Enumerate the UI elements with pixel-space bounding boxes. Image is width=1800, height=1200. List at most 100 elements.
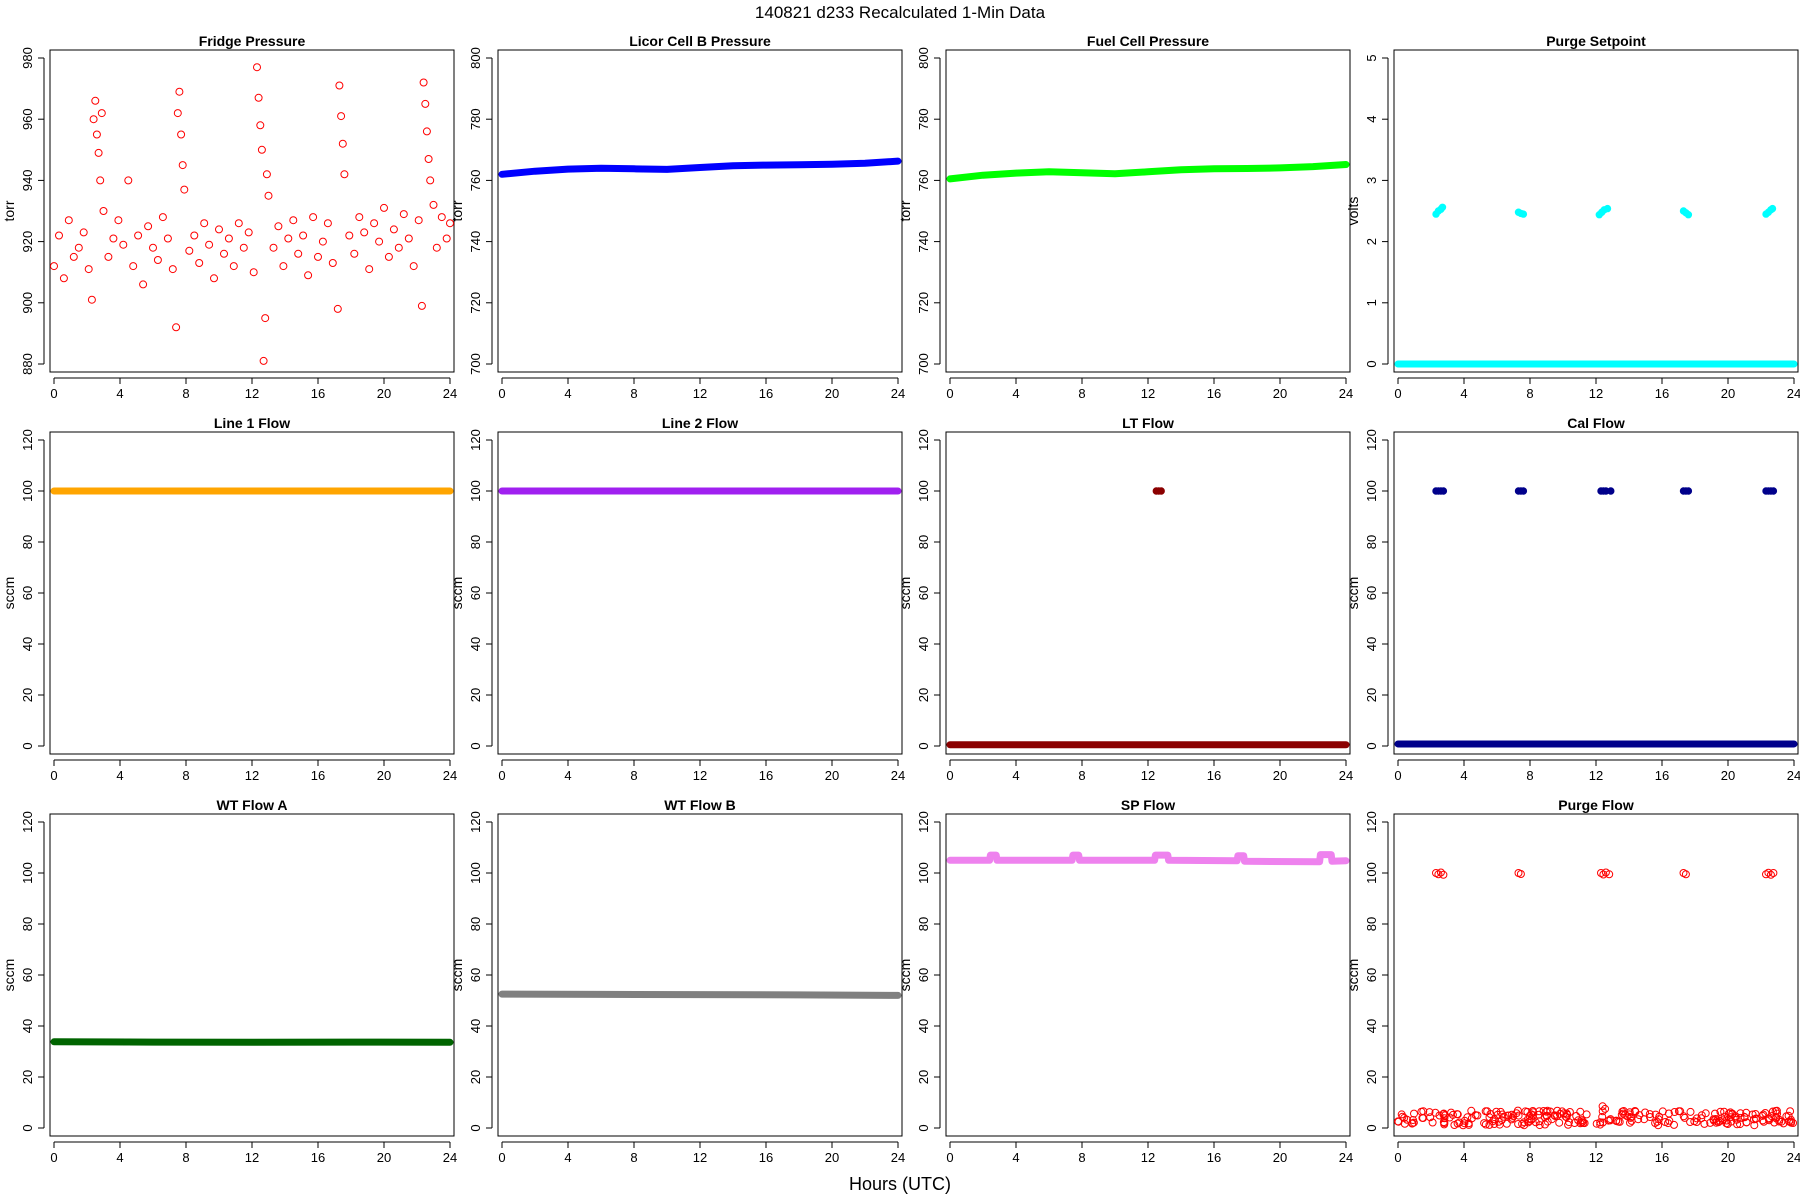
panel-5-x-tick-label: 16 (311, 768, 325, 783)
panel-1-series-1-point (345, 231, 354, 240)
panel-6: Line 2 Flow sccm 0 4 8 12 16 20 24 0 20 40 60 80 100 12… (449, 415, 905, 783)
panel-10-x-tick-label: 8 (630, 1150, 637, 1165)
panel-12-series-1-noise-point (1617, 1110, 1626, 1119)
panel-6-x-tick-label: 4 (564, 768, 571, 783)
panel-12-series-1-point (1436, 868, 1445, 877)
panel-1-series-1-point (124, 176, 133, 185)
panel-12-series-1-noise-point (1565, 1108, 1574, 1116)
panel-8-y-tick-label: 0 (1364, 742, 1379, 749)
panel-12-series-1-noise-point (1592, 1119, 1601, 1128)
panel-10-x-tick-label: 24 (891, 1150, 905, 1165)
panel-2-y-tick-label: 720 (468, 292, 483, 314)
panel-7-x-tick-label: 8 (1078, 768, 1085, 783)
panel-1-series-1-point (370, 219, 379, 228)
panel-9-x-tick-label: 16 (311, 1150, 325, 1165)
panel-12-series-1-noise-point (1543, 1106, 1552, 1115)
panel-1-series-1-point (318, 237, 327, 246)
panel-1-series-1-point (180, 185, 189, 194)
panel-4-y-tick-label: 1 (1364, 299, 1379, 306)
panel-12-series-1-noise-point (1596, 1118, 1605, 1127)
panel-12-title: Purge Flow (1558, 797, 1634, 813)
panel-12-series-1-noise-point (1709, 1116, 1718, 1125)
panel-8-y-tick-label: 60 (1364, 586, 1379, 600)
panel-1-series-1-point (220, 249, 228, 258)
panel-11: SP Flow sccm 0 4 8 12 16 20 24 0 20 40 60 80 100 120 (897, 797, 1353, 1165)
panel-12-series-1-point (1764, 868, 1773, 877)
panel-6-y-tick-label: 120 (468, 429, 483, 451)
panel-1-series-1-point (257, 145, 266, 154)
panel-3-x-tick-label: 8 (1078, 386, 1085, 401)
panel-11-plot (946, 851, 1350, 866)
panel-1-series-1-point (338, 139, 347, 148)
panel-1-y-tick-label: 900 (20, 292, 35, 314)
panel-9-plot (50, 1038, 454, 1046)
panel-12-series-1-noise-point (1768, 1107, 1777, 1116)
panel-12-x-tick-label: 4 (1460, 1150, 1467, 1165)
panel-12-series-1-noise-point (1459, 1121, 1468, 1130)
panel-7-y-tick-label: 20 (916, 688, 931, 702)
panel-1-series-1-point (153, 256, 162, 264)
panel-1-series-1-point (215, 225, 223, 234)
panel-1-series-1-point (309, 213, 318, 222)
panel-9-y-tick-label: 0 (20, 1124, 35, 1131)
panel-1-series-1-point (323, 219, 332, 228)
panel-8-x-tick-label: 20 (1721, 768, 1735, 783)
panel-12-series-1-point (1597, 869, 1605, 877)
panel-1-series-1-point (79, 228, 88, 237)
panel-4-plot (1394, 203, 1798, 368)
panel-1-series-1-point (304, 271, 313, 280)
panel-1-y-tick-label: 880 (20, 353, 35, 375)
panel-5: Line 1 Flow sccm 0 4 8 12 16 20 24 0 20 40 60 80 100 12… (1, 415, 457, 783)
panel-8-x-tick-label: 16 (1655, 768, 1669, 783)
panel-12-x-tick-label: 20 (1721, 1150, 1735, 1165)
panel-1-series-1-point (92, 130, 101, 139)
panel-9-x-tick-label: 4 (116, 1150, 123, 1165)
panel-2-y-tick-label: 800 (468, 47, 483, 69)
panel-1-series-1-point (144, 222, 153, 231)
panel-12-series-1-noise-point (1453, 1110, 1462, 1119)
panel-2-x-tick-label: 16 (759, 386, 773, 401)
panel-12-series-1-noise-point (1658, 1107, 1667, 1116)
panel-12-series-1-noise-point (1518, 1119, 1527, 1128)
panel-8-series-1-point (1607, 487, 1615, 495)
panel-1-series-1-point (360, 228, 369, 237)
panel-1-plot (50, 63, 454, 365)
panel-1-series-1-point (421, 99, 430, 108)
panel-7-frame (945, 431, 1351, 755)
panel-3-x-tick-label: 4 (1012, 386, 1019, 401)
panel-12-series-1-noise-point (1626, 1118, 1634, 1127)
panel-3-series-1-line (946, 161, 1350, 183)
panel-1-series-1-point (158, 213, 167, 222)
panel-10-series-1-line (498, 990, 902, 999)
panel-4-series-1-point (1768, 204, 1777, 213)
panel-12-series-1-noise-point (1742, 1118, 1751, 1127)
panel-8-series-1-point (1769, 487, 1778, 495)
panel-10-plot (498, 990, 902, 999)
panel-12-x-tick-label: 24 (1787, 1150, 1800, 1165)
panel-1: Fridge Pressure torr 0 4 8 12 16 20 24 880 900 920 9… (1, 33, 457, 401)
panel-11-y-tick-label: 20 (916, 1070, 931, 1084)
panel-1-series-1-point (185, 246, 194, 255)
panel-12-ylabel: sccm (1345, 959, 1361, 992)
panel-5-y-tick-label: 60 (20, 586, 35, 600)
panel-1-title: Fridge Pressure (199, 33, 306, 49)
panel-10-x-tick-label: 20 (825, 1150, 839, 1165)
panel-2-ylabel: torr (449, 200, 465, 221)
panel-5-x-tick-label: 0 (50, 768, 57, 783)
panel-7-y-tick-label: 0 (916, 742, 931, 749)
panel-12-y-tick-label: 0 (1364, 1124, 1379, 1131)
panel-12-series-1-noise-point (1463, 1113, 1472, 1122)
panel-8-x-tick-label: 24 (1787, 768, 1800, 783)
panel-6-frame (497, 431, 903, 755)
panel-6-x-tick-label: 12 (693, 768, 707, 783)
panel-9-x-tick-label: 24 (443, 1150, 457, 1165)
panel-9-title: WT Flow A (216, 797, 287, 813)
panel-1-series-1-point (190, 231, 199, 240)
panel-3-y-tick-label: 760 (916, 170, 931, 192)
panel-10-y-tick-label: 60 (468, 968, 483, 982)
panel-2-title: Licor Cell B Pressure (629, 33, 771, 49)
panel-1-series-1-point (333, 304, 342, 313)
panel-8-x-tick-label: 12 (1589, 768, 1603, 783)
panel-1-series-1-point (119, 240, 128, 249)
